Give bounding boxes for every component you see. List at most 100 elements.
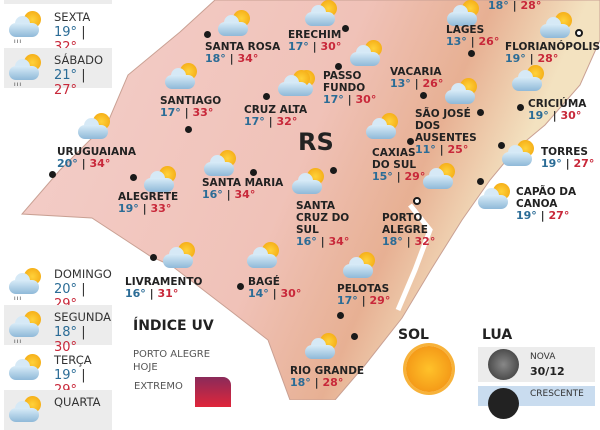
sun-cloud-icon [78,113,112,139]
city-temps: 17° | 30° [323,93,377,106]
sun-cloud-rain-icon [9,54,43,80]
city-marker[interactable] [407,138,414,145]
city-name: BAGÉ [248,276,280,288]
sun-cloud-icon [278,70,312,96]
rain-drops: ııı [14,338,23,345]
day-temps: 18° | 30° [54,325,86,355]
city-label: CAXIAS DO SUL 15° | 29° [372,147,426,183]
city-temps: 14° | 30° [248,287,302,300]
city-marker[interactable] [468,50,475,57]
city-label: LIVRAMENTO 16° | 31° [125,276,202,300]
city-marker[interactable] [342,25,349,32]
city-temps: 11° | 25° [415,143,469,156]
city-temps: 19° | 33° [118,202,172,215]
city-temps: 17° | 30° [288,40,342,53]
city-temps: 15° | 29° [372,170,426,183]
sun-cloud-icon [305,333,339,359]
city-marker[interactable] [130,174,137,181]
sun-icon [406,346,452,392]
city-label: PASSO FUNDO 17° | 30° [323,70,377,106]
city-name: SANTA CRUZ DO SUL [296,200,350,236]
city-marker[interactable] [150,254,157,261]
city-marker[interactable] [335,63,342,70]
city-marker[interactable] [351,333,358,340]
city-temps: 17° | 32° [244,115,298,128]
sun-cloud-icon [447,0,481,26]
moon-phase-name: CRESCENTE [530,389,584,399]
new-moon-icon [488,349,519,380]
city-label: SANTA CRUZ DO SUL 16° | 34° [296,200,366,248]
city-label: CAPÃO DA CANOA 19° | 27° [516,186,586,222]
city-name: VACARIA [390,66,442,78]
forecast-day: ııı SEGUNDA 18° | 30° [4,305,112,355]
sun-cloud-icon [163,242,197,268]
city-marker[interactable] [420,92,427,99]
city-marker[interactable] [337,312,344,319]
forecast-day: ııı DOMINGO 20° | 29° [4,262,112,312]
city-name: ALEGRETE [118,191,179,203]
city-temps: 19° | 27° [516,209,570,222]
city-marker[interactable] [263,93,270,100]
sun-cloud-icon [350,40,384,66]
cut-temp: 18° | 28° [488,0,542,12]
city-label: TORRES 19° | 27° [541,146,594,170]
city-marker[interactable] [330,167,337,174]
city-marker[interactable] [517,104,524,111]
crescent-moon-icon [488,388,519,419]
sun-cloud-icon [144,166,178,192]
city-marker[interactable] [477,109,484,116]
rain-drops: ııı [14,38,23,45]
city-marker[interactable] [49,171,56,178]
city-label: CRUZ ALTA 17° | 32° [244,104,307,128]
city-marker[interactable] [204,31,211,38]
city-marker[interactable] [477,178,484,185]
city-name: RIO GRANDE [290,365,365,377]
city-temps: 19° | 28° [505,52,559,65]
sun-cloud-icon [247,242,281,268]
sun-cloud-icon [478,183,512,209]
forecast-day: TERÇA 19° | 29° [4,348,112,398]
city-name: URUGUAIANA [57,146,137,158]
city-label: PELOTAS 17° | 29° [337,283,390,307]
city-temps: 17° | 33° [160,106,214,119]
rain-drops: ııı [14,295,23,302]
city-name: PELOTAS [337,283,390,295]
sun-cloud-rain-icon [9,11,43,37]
city-temps: 18° | 32° [382,235,436,248]
forecast-box-cut [4,0,112,4]
city-name: ERECHIM [288,29,342,41]
sun-cloud-icon [366,113,400,139]
day-name: QUARTA [54,395,101,409]
city-marker[interactable] [237,283,244,290]
moon-phase-new: NOVA 30/12 [478,347,595,382]
city-label: BAGÉ 14° | 30° [248,276,301,300]
day-name: TERÇA [54,353,92,367]
city-label: SANTA ROSA 18° | 34° [205,41,280,65]
uv-title: ÍNDICE UV [133,318,214,334]
city-marker[interactable] [185,126,192,133]
moon-title: LUA [482,327,513,343]
city-label: CRICIÚMA 19° | 30° [528,98,586,122]
sun-cloud-rain-icon [9,311,43,337]
city-name: SANTIAGO [160,95,222,107]
city-name: CAXIAS DO SUL [372,147,417,171]
day-name: SÁBADO [54,53,104,67]
city-name: PORTO ALEGRE [382,212,428,236]
city-temps: 13° | 26° [390,77,444,90]
moon-phase-crescent: CRESCENTE [478,386,595,419]
city-marker[interactable] [575,29,583,37]
city-label: SANTA MARIA 16° | 34° [202,177,283,201]
city-marker[interactable] [413,197,421,205]
city-name: PASSO FUNDO [323,70,366,94]
uv-place: PORTO ALEGRE [133,349,211,360]
city-label: LAGES 13° | 26° [446,24,499,48]
city-temps: 20° | 34° [57,157,111,170]
city-label: VACARIA 13° | 26° [390,66,443,90]
city-temps: 16° | 34° [202,188,256,201]
day-name: SEXTA [54,10,91,24]
city-marker[interactable] [498,142,505,149]
sun-title: SOL [398,327,429,343]
forecast-day: QUARTA [4,390,112,430]
sun-cloud-icon [423,163,457,189]
city-marker[interactable] [250,169,257,176]
